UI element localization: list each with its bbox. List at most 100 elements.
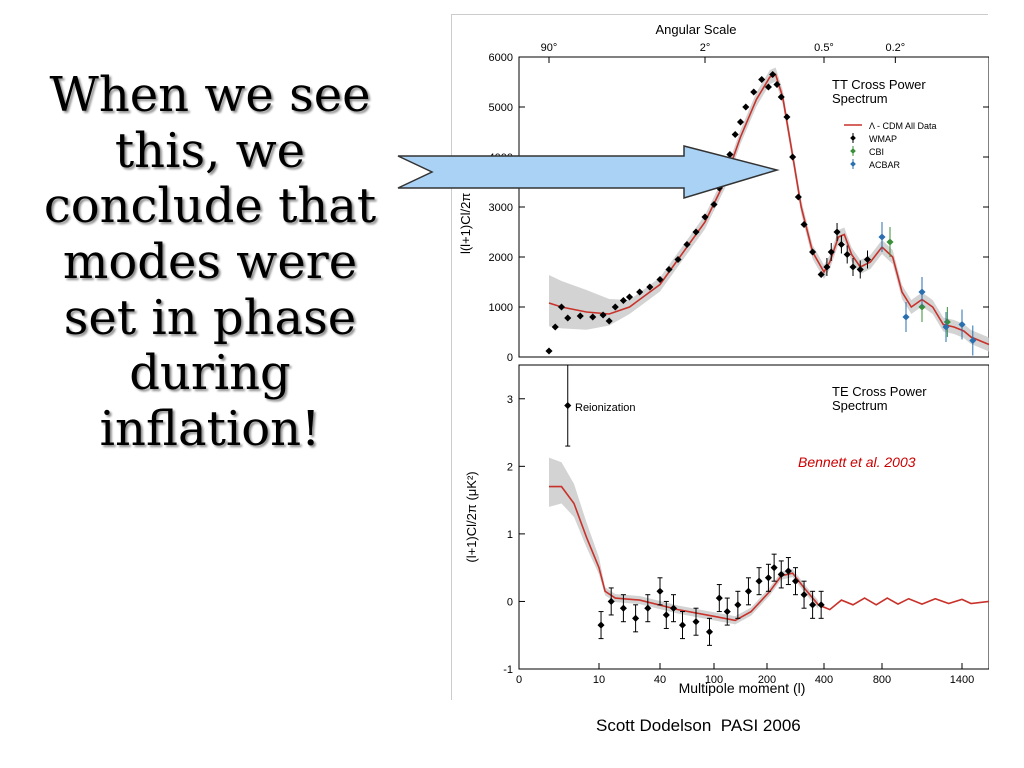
- te-data-point: [734, 601, 742, 609]
- tt-top-tick-label: 90°: [541, 42, 558, 54]
- tt-data-point: [692, 228, 700, 236]
- tt-y-tick-label: 2000: [489, 252, 513, 264]
- tt-data-point: [764, 83, 772, 91]
- tt-legend: Λ - CDM All Data WMAP CBI ACBAR: [844, 121, 937, 170]
- te-series-wmap: [564, 364, 825, 646]
- te-data-point: [597, 621, 605, 629]
- te-data-point: [744, 587, 752, 595]
- te-x-tick-label: 10: [593, 674, 605, 686]
- tt-data-point: [827, 248, 835, 256]
- tt-data-point: [769, 70, 777, 79]
- legend-swatch-point: [850, 135, 856, 141]
- tt-panel: Angular Scale 0 1000 2000 3000 4000 5000 6000 9…: [458, 22, 989, 364]
- tt-top-tick-label: 0.2°: [885, 42, 905, 54]
- te-uncertainty-band: [549, 457, 819, 625]
- tt-title-line-2: Spectrum: [832, 91, 888, 106]
- tt-title-line-1: TT Cross Power: [832, 77, 926, 92]
- legend-entry: CBI: [869, 147, 884, 157]
- tt-data-point: [783, 113, 791, 121]
- figure-frame: Angular Scale 0 1000 2000 3000 4000 5000 6000 9…: [451, 14, 989, 700]
- tt-y-axis-label: l(l+1)Cl/2π (μK²): [458, 160, 473, 254]
- tt-model-curve: [548, 73, 989, 346]
- te-data-point: [564, 401, 572, 410]
- tt-data-point: [576, 312, 584, 320]
- tt-data-point: [843, 250, 851, 259]
- te-y-tick-label: -1: [503, 664, 513, 676]
- te-data-points: [564, 364, 825, 646]
- tt-y-tick-label: 1000: [489, 302, 513, 314]
- legend-swatch-point: [850, 161, 856, 167]
- tt-data-point: [683, 240, 691, 249]
- te-data-point: [809, 601, 817, 609]
- te-data-point: [669, 604, 678, 612]
- tt-data-point: [599, 311, 607, 319]
- tt-y-tick-label: 0: [507, 352, 513, 364]
- tt-data-point: [545, 347, 553, 355]
- te-data-point: [715, 594, 723, 602]
- tt-data-point: [969, 336, 977, 345]
- tt-y-tick-label: 4000: [489, 152, 513, 164]
- tt-data-point: [817, 270, 825, 279]
- tt-data-point: [611, 303, 619, 311]
- te-data-point: [678, 621, 687, 629]
- tt-y-tick-label: 6000: [489, 52, 513, 64]
- tt-top-axis-title: Angular Scale: [656, 22, 737, 37]
- te-data-point: [692, 618, 700, 626]
- te-x-axis-label: Multipole moment (l): [679, 680, 806, 696]
- tt-data-point: [800, 220, 808, 229]
- tt-data-point: [646, 283, 654, 291]
- tt-data-point: [886, 238, 894, 246]
- te-y-tick-label: 3: [507, 394, 513, 406]
- tt-data-point: [742, 103, 750, 111]
- tt-axes: 0 1000 2000 3000 4000 5000 6000 90° 2° 0.5° 0.2°: [489, 42, 989, 364]
- legend-swatch-point: [850, 148, 856, 154]
- tt-data-point: [863, 255, 872, 264]
- te-data-point: [817, 601, 825, 609]
- te-data-point: [784, 567, 792, 575]
- tt-data-point: [731, 130, 739, 139]
- legend-entry: WMAP: [869, 134, 897, 144]
- te-x-tick-label: 800: [873, 674, 891, 686]
- tt-data-point: [750, 88, 758, 96]
- tt-data-point: [564, 314, 572, 322]
- te-data-point: [632, 614, 640, 622]
- tt-model-line: [548, 73, 989, 346]
- te-x-tick-label: 200: [758, 674, 776, 686]
- te-x-tick-label: 40: [654, 674, 666, 686]
- tt-data-point: [958, 320, 966, 329]
- te-panel-title: TE Cross Power Spectrum: [832, 384, 930, 413]
- te-y-tick-label: 1: [507, 529, 513, 541]
- tt-data-point: [878, 233, 886, 241]
- tt-data-point: [636, 288, 644, 296]
- tt-y-tick-label: 3000: [489, 202, 513, 214]
- tt-data-point: [710, 200, 718, 209]
- te-y-tick-label: 2: [507, 461, 513, 473]
- te-title-line-1: TE Cross Power: [832, 384, 927, 399]
- reionization-annotation: Reionization: [575, 402, 636, 414]
- tt-series-acbar: [878, 222, 977, 356]
- slide-credit: Scott Dodelson PASI 2006: [596, 716, 801, 735]
- legend-entry: ACBAR: [869, 160, 901, 170]
- tt-data-point: [656, 275, 664, 284]
- tt-top-tick-label: 0.5°: [814, 42, 834, 54]
- te-data-point: [723, 608, 731, 616]
- te-data-point: [644, 604, 652, 612]
- te-data-point: [764, 574, 772, 582]
- tt-data-point: [665, 265, 673, 274]
- te-data-point: [619, 604, 627, 612]
- te-x-tick-label: 1400: [950, 674, 974, 686]
- tt-data-point: [674, 255, 682, 264]
- tt-data-point: [701, 213, 709, 221]
- citation-label: Bennett et al. 2003: [798, 454, 916, 470]
- tt-panel-title: TT Cross Power Spectrum: [832, 77, 929, 106]
- tt-data-point: [758, 75, 766, 84]
- te-data-point: [755, 577, 763, 585]
- tt-y-tick-label: 5000: [489, 102, 513, 114]
- legend-entry: Λ - CDM All Data: [869, 121, 937, 131]
- tt-data-point: [942, 323, 950, 331]
- tt-data-point: [849, 263, 857, 271]
- te-data-point: [607, 597, 615, 605]
- tt-data-point: [777, 93, 785, 101]
